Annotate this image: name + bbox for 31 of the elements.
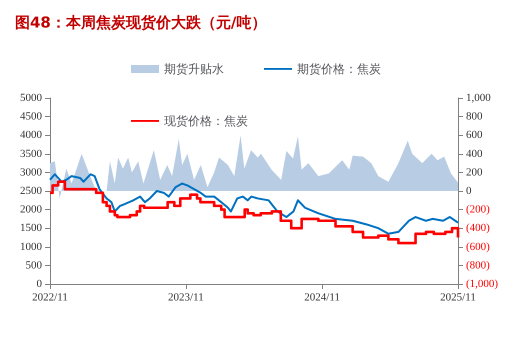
y2-tick-label: (600) <box>466 240 490 253</box>
y-tick-label: 2000 <box>20 204 42 216</box>
y-tick-label: 4000 <box>20 129 42 142</box>
y2-tick-label: 200 <box>466 166 483 178</box>
y-tick-label: 5000 <box>20 92 42 104</box>
y-tick-label: 2500 <box>20 185 42 197</box>
y2-tick-label: 1,000 <box>466 92 492 104</box>
y2-tick-label: (400) <box>466 222 490 234</box>
y-tick-label: 4500 <box>20 110 42 123</box>
chart-title: 图48：本周焦炭现货价大跌（元/吨） <box>15 14 266 32</box>
y-tick-label: 1000 <box>20 240 42 253</box>
y-tick-label: 3000 <box>20 166 42 178</box>
y-tick-label: 1500 <box>20 222 42 234</box>
y2-tick-label: 800 <box>466 110 483 123</box>
y2-tick-label: (1,000) <box>466 278 498 290</box>
line-series <box>49 173 459 235</box>
y2-tick-label: 400 <box>466 148 483 160</box>
legend-label: 期货升贴水 <box>164 62 224 76</box>
x-tick-label: 2022/11 <box>32 292 68 304</box>
y2-tick-label: 600 <box>466 129 483 142</box>
legend-label: 期货价格：焦炭 <box>297 62 381 76</box>
x-tick-label: 2023/11 <box>168 292 204 304</box>
legend-label: 现货价格：焦炭 <box>164 114 248 128</box>
y-tick-label: 500 <box>26 259 42 272</box>
y2-tick-label: 0 <box>466 185 472 197</box>
y2-tick-label: (200) <box>466 204 490 216</box>
y-tick-label: 3500 <box>20 148 42 160</box>
x-tick-label: 2024/11 <box>304 292 340 304</box>
y2-tick-label: (800) <box>466 259 490 272</box>
x-tick-label: 2025/11 <box>440 292 476 304</box>
y-tick-label: 0 <box>36 278 42 290</box>
